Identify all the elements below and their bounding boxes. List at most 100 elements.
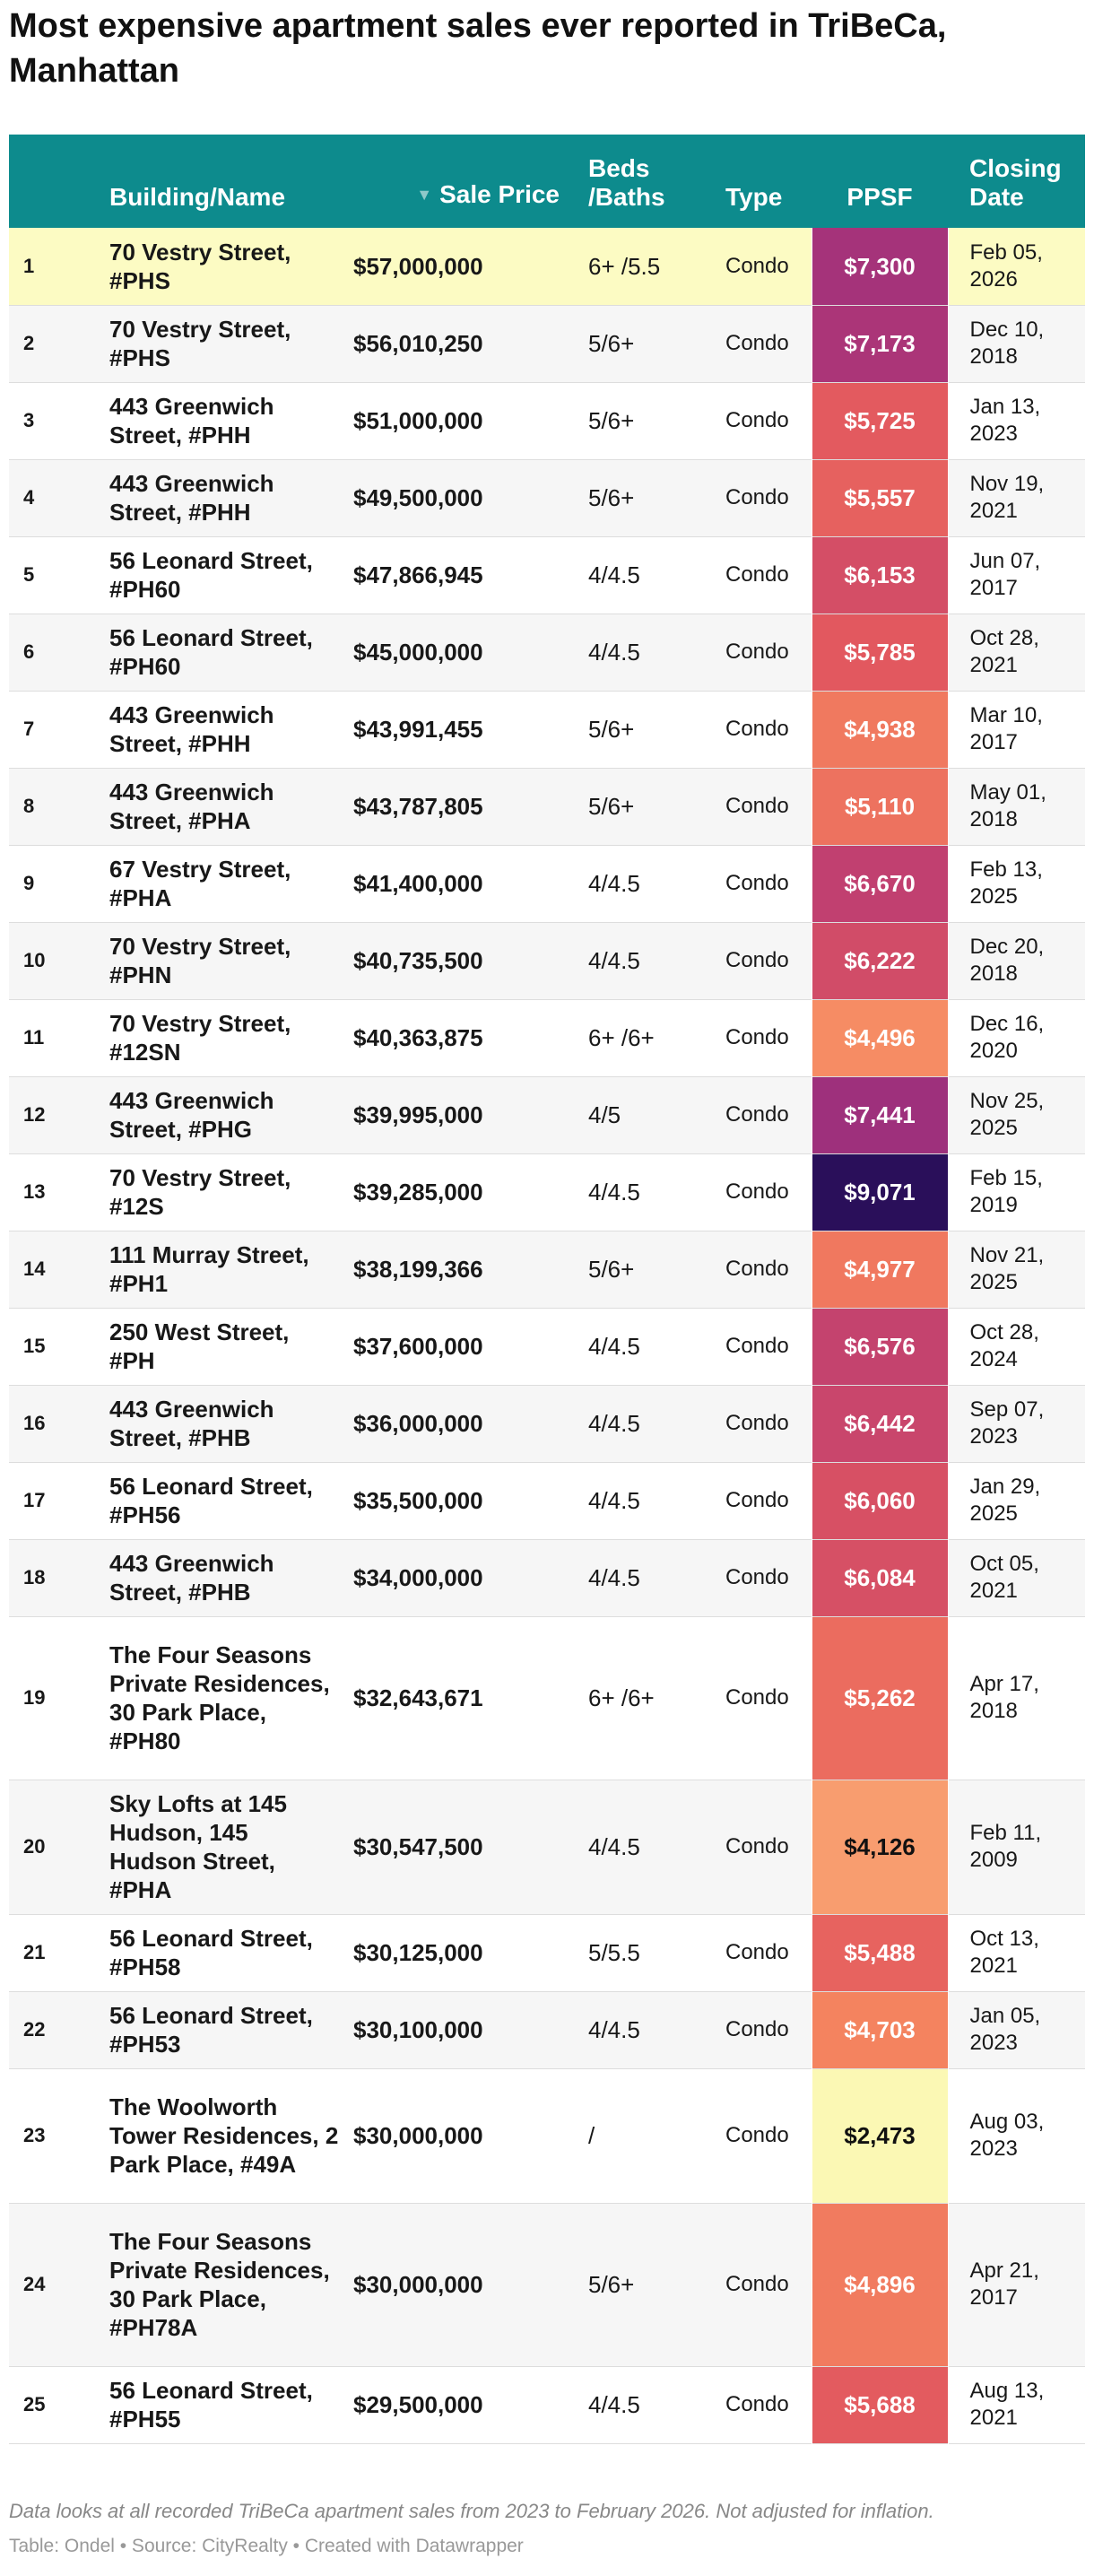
beds-baths: 4/4.5: [588, 639, 640, 666]
building-name: The Four Seasons Private Residences, 30 …: [109, 1641, 330, 1754]
header-type[interactable]: Type: [725, 183, 783, 211]
sales-table-container: Building/Name ▼ Sale Price Beds /Baths Ty…: [9, 135, 1085, 2444]
property-type: Condo: [725, 2392, 789, 2416]
building-name: Sky Lofts at 145 Hudson, 145 Hudson Stre…: [109, 1790, 287, 1903]
sale-price: $57,000,000: [353, 252, 483, 280]
ppsf-value: $4,938: [811, 691, 949, 768]
building-name: 443 Greenwich Street, #PHB: [109, 1550, 274, 1606]
closing-date: Apr 21, 2017: [969, 2258, 1039, 2310]
property-type: Condo: [725, 1179, 789, 1204]
table-row: 14 111 Murray Street, #PH1 $38,199,366 5/6+…: [9, 1231, 1085, 1308]
header-beds-baths[interactable]: Beds /Baths: [588, 154, 665, 211]
chart-title: Most expensive apartment sales ever repo…: [9, 7, 947, 90]
row-rank: 6: [23, 640, 35, 663]
header-ppsf[interactable]: PPSF: [847, 183, 913, 211]
closing-date: May 01, 2018: [969, 780, 1046, 831]
building-name: 443 Greenwich Street, #PHA: [109, 779, 274, 834]
sort-descending-icon: ▼: [416, 186, 433, 204]
table-row: 13 70 Vestry Street, #12S $39,285,000 4/4.5…: [9, 1153, 1085, 1231]
table-row: 17 56 Leonard Street, #PH56 $35,500,000 4/4…: [9, 1462, 1085, 1539]
header-sale-price-label: Sale Price: [439, 180, 560, 208]
sale-price: $37,600,000: [353, 1333, 483, 1360]
building-name: 70 Vestry Street, #PHN: [109, 933, 291, 988]
row-rank: 1: [23, 254, 35, 277]
beds-baths: 5/6+: [588, 716, 635, 743]
header-rank: [9, 135, 102, 228]
property-type: Condo: [725, 1411, 789, 1435]
table-row: 16 443 Greenwich Street, #PHB $36,000,000 4…: [9, 1385, 1085, 1462]
sale-price: $29,500,000: [353, 2391, 483, 2418]
table-row: 1 70 Vestry Street, #PHS $57,000,000 6+ /5.…: [9, 228, 1085, 305]
beds-baths: 6+ /6+: [588, 1024, 655, 1051]
table-row: 4 443 Greenwich Street, #PHH $49,500,000 5/…: [9, 459, 1085, 536]
closing-date: Dec 10, 2018: [969, 318, 1045, 369]
closing-date: Oct 13, 2021: [969, 1927, 1039, 1978]
beds-baths: 4/4.5: [588, 1333, 640, 1360]
closing-date: Feb 05, 2026: [969, 239, 1043, 292]
beds-baths: /: [588, 2122, 595, 2149]
closing-date: Nov 21, 2025: [969, 1243, 1045, 1294]
building-name: 250 West Street, #PH: [109, 1318, 290, 1374]
sale-price: $34,000,000: [353, 1564, 483, 1591]
beds-baths: 4/4.5: [588, 947, 640, 974]
sale-price: $49,500,000: [353, 484, 483, 511]
closing-date: Nov 19, 2021: [969, 472, 1045, 523]
sale-price: $30,547,500: [353, 1833, 483, 1860]
table-row: 6 56 Leonard Street, #PH60 $45,000,000 4/4.…: [9, 614, 1085, 691]
row-rank: 22: [23, 2018, 46, 2041]
row-rank: 8: [23, 795, 35, 817]
beds-baths: 4/4.5: [588, 1410, 640, 1437]
building-name: 56 Leonard Street, #PH60: [109, 624, 313, 680]
property-type: Condo: [725, 485, 789, 509]
property-type: Condo: [725, 253, 789, 278]
property-type: Condo: [725, 1565, 789, 1589]
header-building-name[interactable]: Building/Name: [109, 183, 286, 211]
sale-price: $47,866,945: [353, 561, 483, 588]
beds-baths: 4/4.5: [588, 2016, 640, 2043]
header-sale-price[interactable]: ▼ Sale Price: [346, 135, 581, 228]
property-type: Condo: [725, 1102, 789, 1127]
table-row: 12 443 Greenwich Street, #PHG $39,995,000 4…: [9, 1076, 1085, 1153]
chart-notes: Data looks at all recorded TriBeCa apart…: [9, 2500, 934, 2522]
ppsf-value: $6,153: [811, 536, 949, 614]
closing-date: Nov 25, 2025: [969, 1089, 1045, 1140]
sale-price: $36,000,000: [353, 1410, 483, 1437]
ppsf-value: $6,222: [811, 922, 949, 999]
row-rank: 15: [23, 1335, 46, 1357]
sale-price: $32,643,671: [353, 1684, 483, 1711]
sale-price: $39,285,000: [353, 1179, 483, 1205]
table-row: 24 The Four Seasons Private Residences, 3…: [9, 2203, 1085, 2366]
property-type: Condo: [725, 1025, 789, 1049]
property-type: Condo: [725, 562, 789, 587]
table-row: 3 443 Greenwich Street, #PHH $51,000,000 5/…: [9, 382, 1085, 459]
ppsf-value: $5,785: [811, 614, 949, 691]
building-name: 67 Vestry Street, #PHA: [109, 856, 291, 911]
property-type: Condo: [725, 2272, 789, 2296]
building-name: 443 Greenwich Street, #PHB: [109, 1396, 274, 1451]
sale-price: $40,363,875: [353, 1024, 483, 1051]
header-closing-date[interactable]: Closing Date: [969, 154, 1062, 211]
ppsf-value: $4,496: [811, 999, 949, 1076]
row-rank: 3: [23, 409, 35, 431]
row-rank: 9: [23, 872, 35, 894]
closing-date: Jan 13, 2023: [969, 395, 1041, 446]
property-type: Condo: [725, 948, 789, 972]
property-type: Condo: [725, 871, 789, 895]
property-type: Condo: [725, 1257, 789, 1281]
ppsf-value: $4,703: [811, 1991, 949, 2068]
sale-price: $30,100,000: [353, 2016, 483, 2043]
sale-price: $30,000,000: [353, 2122, 483, 2149]
property-type: Condo: [725, 1834, 789, 1858]
beds-baths: 5/6+: [588, 407, 635, 434]
ppsf-value: $4,126: [811, 1780, 949, 1914]
sales-table: Building/Name ▼ Sale Price Beds /Baths Ty…: [9, 135, 1085, 2444]
table-row: 20 Sky Lofts at 145 Hudson, 145 Hudson St…: [9, 1780, 1085, 1914]
property-type: Condo: [725, 1685, 789, 1710]
row-rank: 16: [23, 1412, 46, 1434]
building-name: 443 Greenwich Street, #PHG: [109, 1087, 274, 1143]
row-rank: 7: [23, 718, 35, 740]
building-name: 56 Leonard Street, #PH53: [109, 2002, 313, 2058]
ppsf-value: $7,441: [811, 1076, 949, 1153]
building-name: 56 Leonard Street, #PH55: [109, 2377, 313, 2432]
beds-baths: 4/4.5: [588, 561, 640, 588]
